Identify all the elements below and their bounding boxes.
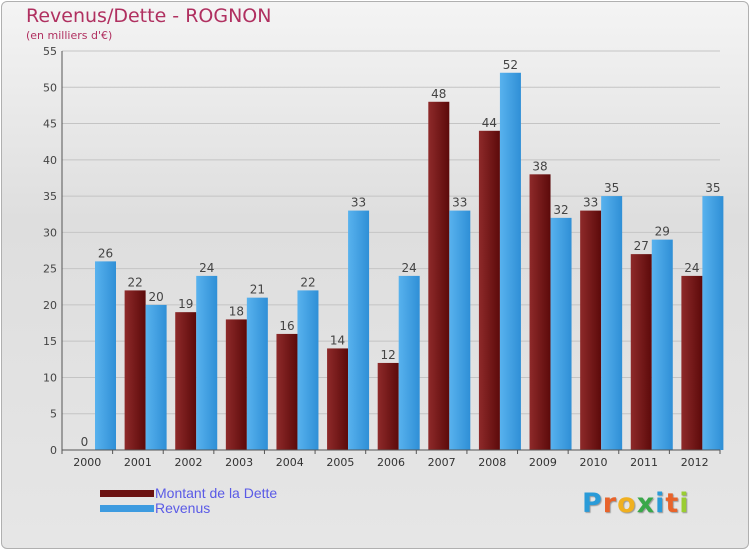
value-label-debt-2008: 44 [482, 116, 497, 130]
y-tick-label: 30 [43, 226, 57, 239]
value-label-debt-2010: 33 [583, 196, 598, 210]
bar-revenus-2000 [95, 261, 116, 450]
bar-debt-2012 [681, 275, 703, 450]
value-label-revenus-2008: 52 [503, 58, 518, 72]
value-label-revenus-2004: 22 [300, 275, 315, 289]
x-tick-label: 2012 [681, 456, 709, 469]
bar-revenus-2006 [398, 275, 420, 450]
value-label-debt-2001: 22 [127, 275, 142, 289]
bar-debt-2010 [580, 210, 602, 450]
value-label-debt-2007: 48 [431, 87, 446, 101]
x-tick-label: 2011 [630, 456, 658, 469]
x-tick-label: 2010 [579, 456, 607, 469]
bar-revenus-2004 [297, 290, 319, 450]
value-label-revenus-2010: 35 [604, 181, 619, 195]
x-tick-label: 2007 [428, 456, 456, 469]
y-tick-label: 55 [43, 45, 57, 58]
x-tick-label: 2005 [326, 456, 354, 469]
bar-debt-2008 [478, 130, 500, 451]
bar-debt-2007 [428, 101, 450, 451]
y-tick-label: 50 [43, 81, 57, 94]
y-tick-label: 20 [43, 299, 57, 312]
y-tick-label: 5 [50, 408, 57, 421]
bar-revenus-2003 [246, 297, 268, 450]
value-label-debt-2012: 24 [684, 261, 699, 275]
x-tick-label: 2001 [124, 456, 152, 469]
value-label-revenus-2005: 33 [351, 196, 366, 210]
bar-debt-2009 [529, 174, 551, 450]
x-tick-label: 2004 [276, 456, 304, 469]
y-tick-label: 0 [50, 444, 57, 457]
y-tick-label: 10 [43, 371, 57, 384]
chart-subtitle: (en milliers d'€) [26, 29, 113, 42]
bar-revenus-2002 [196, 275, 218, 450]
value-label-revenus-2000: 26 [98, 246, 113, 260]
value-label-revenus-2007: 33 [452, 196, 467, 210]
y-tick-label: 45 [43, 118, 57, 131]
legend-label-debt: Montant de la Dette [155, 485, 278, 501]
value-label-debt-2003: 18 [229, 304, 244, 318]
bar-revenus-2011 [651, 239, 673, 450]
value-label-revenus-2009: 32 [553, 203, 568, 217]
bar-debt-2003 [225, 319, 247, 450]
value-label-revenus-2012: 35 [705, 181, 720, 195]
value-label-debt-2002: 19 [178, 297, 193, 311]
x-tick-label: 2006 [377, 456, 405, 469]
bar-debt-2001 [124, 290, 146, 450]
bar-debt-2004 [276, 333, 298, 450]
bar-debt-2002 [175, 312, 197, 450]
y-tick-label: 35 [43, 190, 57, 203]
value-label-revenus-2006: 24 [402, 261, 417, 275]
legend-swatch-debt [100, 490, 154, 497]
bar-debt-2006 [377, 362, 399, 450]
x-tick-label: 2009 [529, 456, 557, 469]
bar-debt-2011 [630, 254, 652, 450]
bar-debt-2005 [327, 348, 349, 450]
proxiti-logo: Proxiti [582, 488, 690, 519]
value-label-revenus-2003: 21 [250, 283, 265, 297]
value-label-debt-2006: 12 [381, 348, 396, 362]
value-label-revenus-2002: 24 [199, 261, 214, 275]
y-tick-label: 15 [43, 335, 57, 348]
value-label-debt-2004: 16 [279, 319, 294, 333]
bar-revenus-2001 [145, 304, 167, 450]
value-label-revenus-2011: 29 [655, 225, 670, 239]
value-label-debt-2000: 0 [81, 435, 89, 449]
value-label-debt-2009: 38 [532, 159, 547, 173]
bar-revenus-2012 [702, 196, 724, 450]
value-label-revenus-2001: 20 [148, 290, 163, 304]
legend-swatch-revenus [100, 505, 154, 512]
bar-revenus-2009 [550, 217, 572, 450]
x-tick-label: 2008 [478, 456, 506, 469]
value-label-debt-2011: 27 [634, 239, 649, 253]
value-label-debt-2005: 14 [330, 333, 345, 347]
chart-title: Revenus/Dette - ROGNON [26, 5, 272, 27]
y-tick-label: 40 [43, 154, 57, 167]
y-tick-label: 25 [43, 263, 57, 276]
bar-revenus-2007 [449, 210, 471, 450]
bar-revenus-2005 [348, 210, 370, 450]
x-tick-label: 2003 [225, 456, 253, 469]
x-tick-label: 2002 [175, 456, 203, 469]
legend-label-revenus: Revenus [155, 500, 211, 516]
x-tick-label: 2000 [73, 456, 101, 469]
bar-revenus-2010 [601, 196, 623, 450]
bar-revenus-2008 [499, 72, 521, 450]
